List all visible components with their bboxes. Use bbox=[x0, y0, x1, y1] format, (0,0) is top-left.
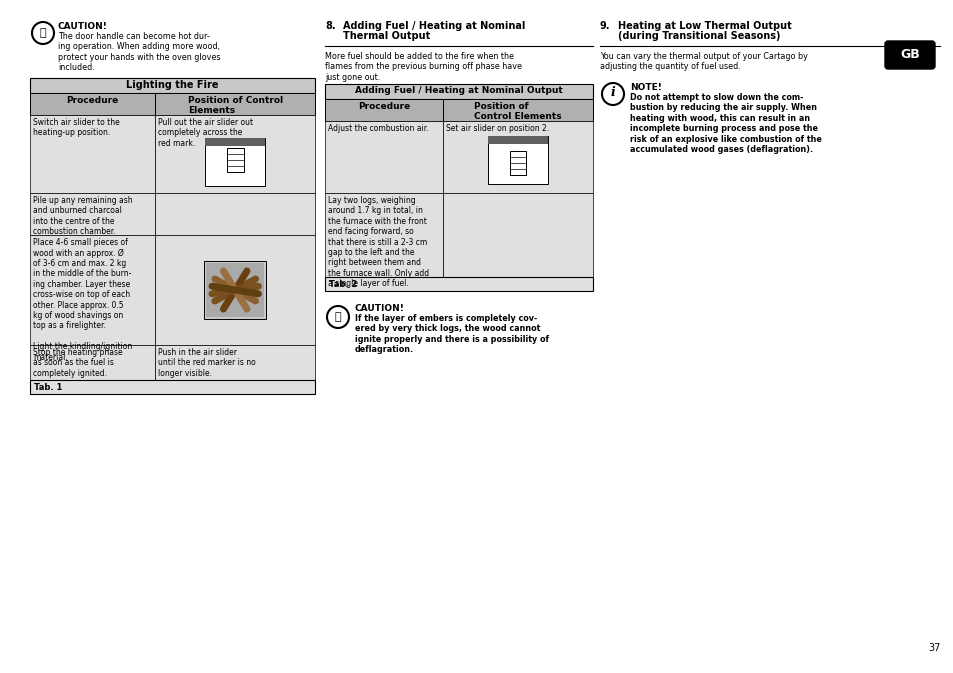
Text: Adjust the combustion air.: Adjust the combustion air. bbox=[328, 124, 428, 133]
Bar bbox=[325, 84, 593, 99]
Bar bbox=[205, 138, 265, 186]
Text: (during Transitional Seasons): (during Transitional Seasons) bbox=[618, 31, 780, 41]
Bar bbox=[155, 93, 314, 115]
Bar bbox=[325, 193, 442, 277]
Text: Lay two logs, weighing
around 1.7 kg in total, in
the furnace with the front
end: Lay two logs, weighing around 1.7 kg in … bbox=[328, 196, 429, 288]
Text: Adding Fuel / Heating at Nominal Output: Adding Fuel / Heating at Nominal Output bbox=[355, 86, 562, 95]
Text: 8.: 8. bbox=[325, 21, 335, 31]
Text: Adding Fuel / Heating at Nominal: Adding Fuel / Heating at Nominal bbox=[343, 21, 525, 31]
Bar bbox=[30, 93, 155, 115]
Bar bbox=[442, 99, 593, 121]
Text: Set air slider on position 2.: Set air slider on position 2. bbox=[445, 124, 549, 133]
Text: Procedure: Procedure bbox=[67, 96, 119, 105]
Bar bbox=[442, 121, 593, 193]
Bar bbox=[30, 193, 155, 235]
Text: You can vary the thermal output of your Cartago by
adjusting the quantity of fue: You can vary the thermal output of your … bbox=[599, 52, 807, 71]
Text: Heating at Low Thermal Output: Heating at Low Thermal Output bbox=[618, 21, 791, 31]
Text: Do not attempt to slow down the com-
bustion by reducing the air supply. When
he: Do not attempt to slow down the com- bus… bbox=[629, 93, 821, 154]
Text: i: i bbox=[610, 87, 615, 100]
Bar bbox=[30, 345, 155, 380]
Text: Pull out the air slider out
completely across the
red mark.: Pull out the air slider out completely a… bbox=[158, 118, 253, 148]
Bar bbox=[205, 138, 265, 146]
Text: ✋: ✋ bbox=[40, 28, 47, 38]
Text: Lighting the Fire: Lighting the Fire bbox=[126, 80, 218, 90]
Text: Switch air slider to the
heating-up position.: Switch air slider to the heating-up posi… bbox=[33, 118, 120, 137]
Bar bbox=[155, 345, 314, 380]
Text: Thermal Output: Thermal Output bbox=[343, 31, 430, 41]
Text: Place 4-6 small pieces of
wood with an approx. Ø
of 3-6 cm and max. 2 kg
in the : Place 4-6 small pieces of wood with an a… bbox=[33, 238, 132, 361]
Bar bbox=[155, 193, 314, 235]
Bar bbox=[325, 99, 442, 121]
Text: CAUTION!: CAUTION! bbox=[58, 22, 108, 31]
Bar bbox=[227, 148, 243, 172]
Text: ✋: ✋ bbox=[335, 312, 341, 322]
Text: 9.: 9. bbox=[599, 21, 610, 31]
Text: Stop the heating phase
as soon as the fuel is
completely ignited.: Stop the heating phase as soon as the fu… bbox=[33, 348, 123, 378]
Text: If the layer of embers is completely cov-
ered by very thick logs, the wood cann: If the layer of embers is completely cov… bbox=[355, 314, 548, 354]
Bar bbox=[509, 151, 526, 175]
Bar bbox=[325, 277, 593, 291]
Text: CAUTION!: CAUTION! bbox=[355, 304, 404, 313]
Bar bbox=[487, 136, 547, 184]
Text: Procedure: Procedure bbox=[357, 102, 410, 111]
FancyBboxPatch shape bbox=[884, 41, 934, 69]
Text: The door handle can become hot dur-
ing operation. When adding more wood,
protec: The door handle can become hot dur- ing … bbox=[58, 32, 220, 72]
Bar bbox=[204, 261, 266, 319]
Text: 37: 37 bbox=[928, 643, 941, 653]
Bar bbox=[155, 115, 314, 193]
Bar bbox=[30, 380, 314, 394]
Text: Tab. 1: Tab. 1 bbox=[34, 383, 62, 392]
Bar bbox=[325, 121, 442, 193]
Bar bbox=[206, 263, 264, 317]
Bar bbox=[155, 235, 314, 345]
Text: Pile up any remaining ash
and unburned charcoal
into the centre of the
combustio: Pile up any remaining ash and unburned c… bbox=[33, 196, 132, 236]
Text: Position of Control
Elements: Position of Control Elements bbox=[188, 96, 282, 115]
Bar bbox=[30, 115, 155, 193]
Bar bbox=[487, 136, 547, 144]
Bar bbox=[30, 78, 314, 93]
Text: Position of
Control Elements: Position of Control Elements bbox=[474, 102, 561, 121]
Bar bbox=[30, 235, 155, 345]
Text: Push in the air slider
until the red marker is no
longer visible.: Push in the air slider until the red mar… bbox=[158, 348, 256, 378]
Bar bbox=[442, 193, 593, 277]
Text: More fuel should be added to the fire when the
flames from the previous burning : More fuel should be added to the fire wh… bbox=[325, 52, 521, 82]
Text: NOTE!: NOTE! bbox=[629, 83, 661, 92]
Text: Tab. 2: Tab. 2 bbox=[329, 280, 357, 289]
Text: GB: GB bbox=[900, 48, 919, 61]
